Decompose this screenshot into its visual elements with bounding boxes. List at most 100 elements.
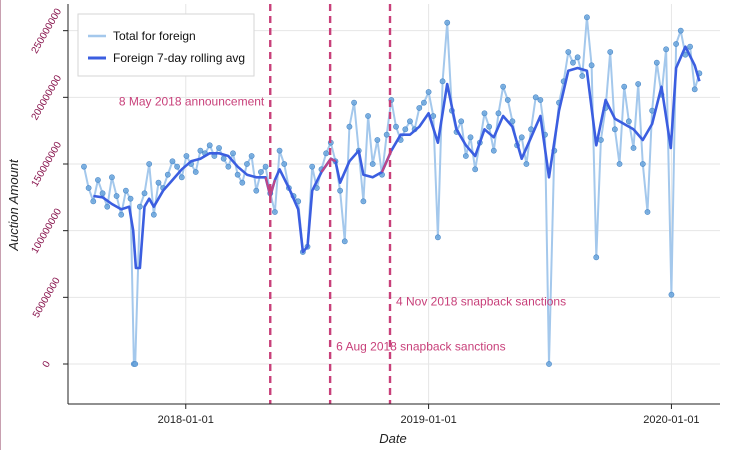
total-foreign-point: [430, 113, 437, 119]
total-foreign-point: [216, 145, 222, 151]
annotation-label: 8 May 2018 announcement: [119, 94, 265, 108]
total-foreign-point: [625, 118, 632, 125]
total-foreign-point: [673, 41, 679, 47]
x-tick-label: 2020-01-01: [643, 414, 699, 426]
x-axis-title: Date: [379, 431, 406, 446]
total-foreign-point: [276, 147, 283, 154]
total-foreign-point: [439, 78, 446, 85]
total-foreign-point: [616, 161, 623, 167]
total-foreign-point: [174, 163, 181, 170]
y-tick-label: 250000000: [30, 6, 65, 55]
total-foreign-point: [155, 179, 162, 186]
total-foreign-point: [351, 99, 357, 106]
total-foreign-point: [402, 126, 409, 133]
total-foreign-point: [248, 153, 255, 159]
total-foreign-point: [113, 193, 120, 199]
x-tick-label: 2019-01-01: [400, 414, 456, 426]
total-foreign-point: [523, 161, 530, 167]
total-foreign-point: [383, 131, 390, 138]
total-foreign-point: [365, 113, 371, 119]
total-foreign-point: [244, 161, 250, 167]
total-foreign-point: [504, 97, 511, 103]
total-foreign-point: [635, 81, 642, 87]
total-foreign-point: [118, 211, 125, 218]
total-foreign-point: [253, 187, 260, 194]
total-foreign-point: [570, 59, 576, 66]
total-foreign-point: [122, 187, 129, 194]
total-foreign-point: [220, 155, 227, 162]
x-axis: 2018-01-01 2019-01-01 2020-01-01: [68, 403, 720, 426]
total-foreign-point: [95, 177, 101, 183]
total-foreign-point: [127, 195, 134, 202]
total-foreign-point: [132, 361, 139, 367]
y-axis: 0 50000000 100000000 150000000 200000000 2500…: [30, 4, 69, 404]
total-foreign-point: [104, 203, 111, 210]
annotation-label: 6 Aug 2018 snapback sanctions: [336, 340, 505, 354]
total-foreign-point: [281, 161, 288, 167]
total-foreign-point: [85, 185, 92, 191]
total-foreign-point: [164, 171, 171, 178]
total-foreign-point: [630, 145, 637, 151]
total-foreign-point: [416, 105, 423, 111]
total-foreign-point: [341, 238, 348, 245]
total-foreign-point: [518, 134, 525, 141]
total-foreign-point: [234, 171, 241, 178]
total-foreign-point: [192, 169, 199, 175]
total-foreign-point: [309, 163, 316, 170]
total-foreign-point: [500, 83, 507, 90]
total-foreign-point: [225, 163, 232, 170]
total-foreign-point: [490, 147, 497, 154]
total-foreign-point: [574, 54, 581, 61]
y-tick-label: 50000000: [31, 275, 63, 319]
total-foreign-point: [444, 19, 451, 26]
total-foreign-point: [421, 99, 427, 106]
y-axis-title: Auction Amount: [6, 158, 21, 252]
total-foreign-point: [146, 161, 153, 167]
total-foreign-point: [346, 123, 353, 130]
legend-label-rolling: Foreign 7-day rolling avg: [113, 51, 245, 65]
total-foreign-point: [532, 94, 539, 101]
annotation-labels: 8 May 2018 announcement 6 Aug 2018 snapba…: [119, 94, 566, 353]
total-foreign-point: [537, 97, 544, 103]
total-foreign-point: [584, 14, 590, 21]
total-foreign-point: [546, 361, 552, 367]
total-foreign-point: [141, 190, 148, 197]
total-foreign-point: [109, 174, 115, 181]
total-foreign-point: [435, 234, 441, 241]
annotation-label: 4 Nov 2018 snapback sanctions: [396, 294, 566, 308]
total-foreign-point: [230, 150, 236, 157]
legend-label-total: Total for foreign: [113, 29, 196, 43]
total-foreign-point: [663, 46, 670, 53]
y-tick-label: 0: [41, 359, 54, 370]
total-foreign-point: [90, 198, 97, 205]
total-foreign-point: [258, 169, 264, 175]
total-foreign-point: [467, 134, 474, 141]
total-foreign-point: [644, 209, 651, 215]
total-foreign-point: [99, 190, 106, 197]
total-foreign-point: [136, 203, 143, 210]
total-foreign-point: [593, 254, 600, 261]
total-foreign-point: [323, 150, 330, 157]
total-foreign-point: [393, 123, 399, 130]
total-foreign-point: [472, 166, 479, 173]
total-foreign-point: [462, 153, 469, 159]
total-foreign-point: [81, 163, 87, 170]
total-foreign-point: [621, 83, 628, 90]
total-foreign-point: [691, 86, 698, 93]
frame-edge: [0, 0, 1, 450]
total-foreign-point: [653, 59, 660, 66]
total-foreign-point: [197, 147, 204, 154]
annotation-lines: [269, 4, 392, 404]
y-tick-label: 200000000: [30, 73, 65, 122]
total-foreign-point: [178, 174, 185, 181]
total-foreign-point: [687, 43, 693, 50]
total-foreign-point: [239, 179, 246, 186]
total-foreign-point: [369, 161, 376, 167]
total-foreign-point: [206, 142, 213, 149]
total-foreign-point: [425, 89, 432, 95]
total-foreign-point: [183, 153, 190, 159]
total-foreign-point: [486, 123, 493, 130]
total-foreign-point: [374, 137, 381, 143]
total-foreign-point: [579, 73, 586, 79]
